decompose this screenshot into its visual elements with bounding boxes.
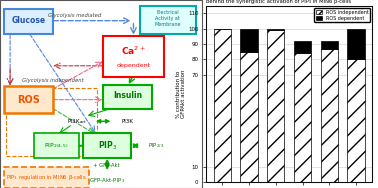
Text: Glucose: Glucose xyxy=(11,16,45,25)
Bar xyxy=(240,29,258,52)
FancyBboxPatch shape xyxy=(34,133,79,158)
Bar xyxy=(206,6,372,182)
Bar xyxy=(347,29,365,59)
FancyBboxPatch shape xyxy=(4,9,53,34)
FancyBboxPatch shape xyxy=(4,86,53,113)
Text: Ca$^{2+}$: Ca$^{2+}$ xyxy=(121,45,146,57)
Bar xyxy=(267,30,285,182)
Legend: ROS independent, ROS dependent: ROS independent, ROS dependent xyxy=(314,8,370,22)
Bar xyxy=(321,41,338,49)
FancyBboxPatch shape xyxy=(83,133,132,158)
Text: Electrical
Activity at
Membrane: Electrical Activity at Membrane xyxy=(155,11,181,27)
Text: Mathematical modeling reveals the role of ROS signaling
behind the synergistic a: Mathematical modeling reveals the role o… xyxy=(206,0,356,4)
Text: dependent: dependent xyxy=(116,63,150,68)
FancyBboxPatch shape xyxy=(4,167,89,188)
Bar xyxy=(294,41,311,53)
Text: Glycolysis mediated: Glycolysis mediated xyxy=(48,13,101,17)
Text: PIP$_3$ regulation in MIN6 β-cells: PIP$_3$ regulation in MIN6 β-cells xyxy=(6,173,87,182)
Bar xyxy=(321,49,338,182)
Bar xyxy=(347,59,365,182)
Bar xyxy=(294,53,311,182)
FancyBboxPatch shape xyxy=(103,85,152,109)
Bar xyxy=(240,52,258,182)
Text: ROS: ROS xyxy=(17,95,40,105)
Y-axis label: % contribution to
GFPAkt activation: % contribution to GFPAkt activation xyxy=(176,70,186,118)
Text: GFP-Akt-PIP$_3$: GFP-Akt-PIP$_3$ xyxy=(89,176,125,185)
Text: PIP$_{2/3}$: PIP$_{2/3}$ xyxy=(148,142,164,150)
FancyBboxPatch shape xyxy=(139,6,196,34)
Text: PIP$_3$: PIP$_3$ xyxy=(98,139,117,152)
Text: PI3K: PI3K xyxy=(121,119,133,124)
Bar xyxy=(214,29,231,182)
Text: + GFP-Akt: + GFP-Akt xyxy=(93,163,120,168)
Bar xyxy=(267,29,285,30)
Text: Glycolysis independent: Glycolysis independent xyxy=(22,78,84,83)
Text: PI3K$_{act}$: PI3K$_{act}$ xyxy=(67,117,87,126)
Text: PIP$_{2(4,5)}$: PIP$_{2(4,5)}$ xyxy=(44,142,69,150)
Text: Insulin: Insulin xyxy=(113,91,142,100)
FancyBboxPatch shape xyxy=(103,36,164,77)
